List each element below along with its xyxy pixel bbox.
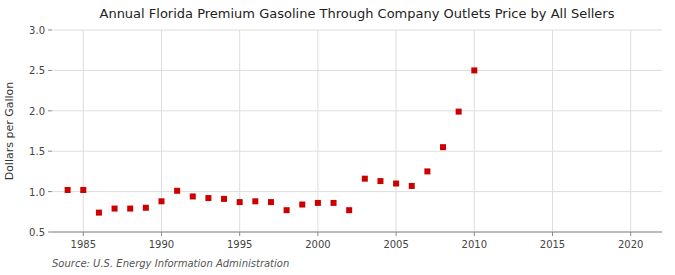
points xyxy=(65,67,478,215)
point xyxy=(80,187,86,193)
x-tick xyxy=(161,232,162,236)
point xyxy=(393,181,399,187)
x-tick-label: 1985 xyxy=(71,239,96,250)
point xyxy=(440,144,446,150)
point xyxy=(456,109,462,115)
point xyxy=(471,67,477,73)
point xyxy=(299,202,305,208)
x-tick xyxy=(552,232,553,236)
point xyxy=(409,183,415,189)
point xyxy=(377,178,383,184)
y-tick-label: 3.0 xyxy=(29,25,45,36)
point xyxy=(174,188,180,194)
y-grid-line xyxy=(52,191,662,192)
x-tick-label: 2010 xyxy=(462,239,487,250)
y-grid-line xyxy=(52,70,662,71)
y-tick-label: 1.5 xyxy=(29,146,45,157)
x-grid-line xyxy=(396,30,397,232)
x-grid-line xyxy=(474,30,475,232)
x-tick xyxy=(474,232,475,236)
y-grid-line xyxy=(52,110,662,111)
point xyxy=(237,199,243,205)
point xyxy=(331,200,337,206)
point xyxy=(346,207,352,213)
point xyxy=(190,193,196,199)
x-tick-label: 1995 xyxy=(227,239,252,250)
y-grid-line xyxy=(52,232,662,233)
source-note: Source: U.S. Energy Information Administ… xyxy=(52,258,289,269)
point xyxy=(221,196,227,202)
point xyxy=(284,207,290,213)
point xyxy=(205,195,211,201)
y-tick xyxy=(48,30,52,31)
y-grid-line xyxy=(52,30,662,31)
x-grid-line xyxy=(630,30,631,232)
point xyxy=(268,199,274,205)
point xyxy=(252,198,258,204)
y-grid-line xyxy=(52,151,662,152)
x-tick xyxy=(630,232,631,236)
point xyxy=(65,187,71,193)
x-axis-line xyxy=(52,232,662,233)
point xyxy=(315,200,321,206)
chart: Annual Florida Premium Gasoline Through … xyxy=(0,0,675,275)
point xyxy=(143,205,149,211)
point xyxy=(362,176,368,182)
x-tick-label: 2005 xyxy=(383,239,408,250)
y-tick xyxy=(48,110,52,111)
x-grid-line xyxy=(83,30,84,232)
y-tick-label: 2.0 xyxy=(29,106,45,117)
y-tick-label: 0.5 xyxy=(29,227,45,238)
y-tick xyxy=(48,151,52,152)
point xyxy=(127,206,133,212)
y-tick xyxy=(48,70,52,71)
grid xyxy=(52,30,662,232)
y-tick-label: 2.5 xyxy=(29,65,45,76)
y-tick xyxy=(48,191,52,192)
point xyxy=(158,198,164,204)
y-tick xyxy=(48,232,52,233)
title: Annual Florida Premium Gasoline Through … xyxy=(100,6,615,21)
x-tick xyxy=(317,232,318,236)
y-axis-label: Dollars per Gallon xyxy=(3,82,16,181)
x-tick xyxy=(83,232,84,236)
x-tick-label: 2020 xyxy=(618,239,643,250)
x-tick xyxy=(239,232,240,236)
x-tick-label: 2015 xyxy=(540,239,565,250)
y-tick-label: 1.0 xyxy=(29,187,45,198)
x-tick xyxy=(396,232,397,236)
x-grid-line xyxy=(552,30,553,232)
point xyxy=(112,206,118,212)
point xyxy=(96,210,102,216)
point xyxy=(424,168,430,174)
x-tick-label: 1990 xyxy=(149,239,174,250)
x-tick-label: 2000 xyxy=(305,239,330,250)
